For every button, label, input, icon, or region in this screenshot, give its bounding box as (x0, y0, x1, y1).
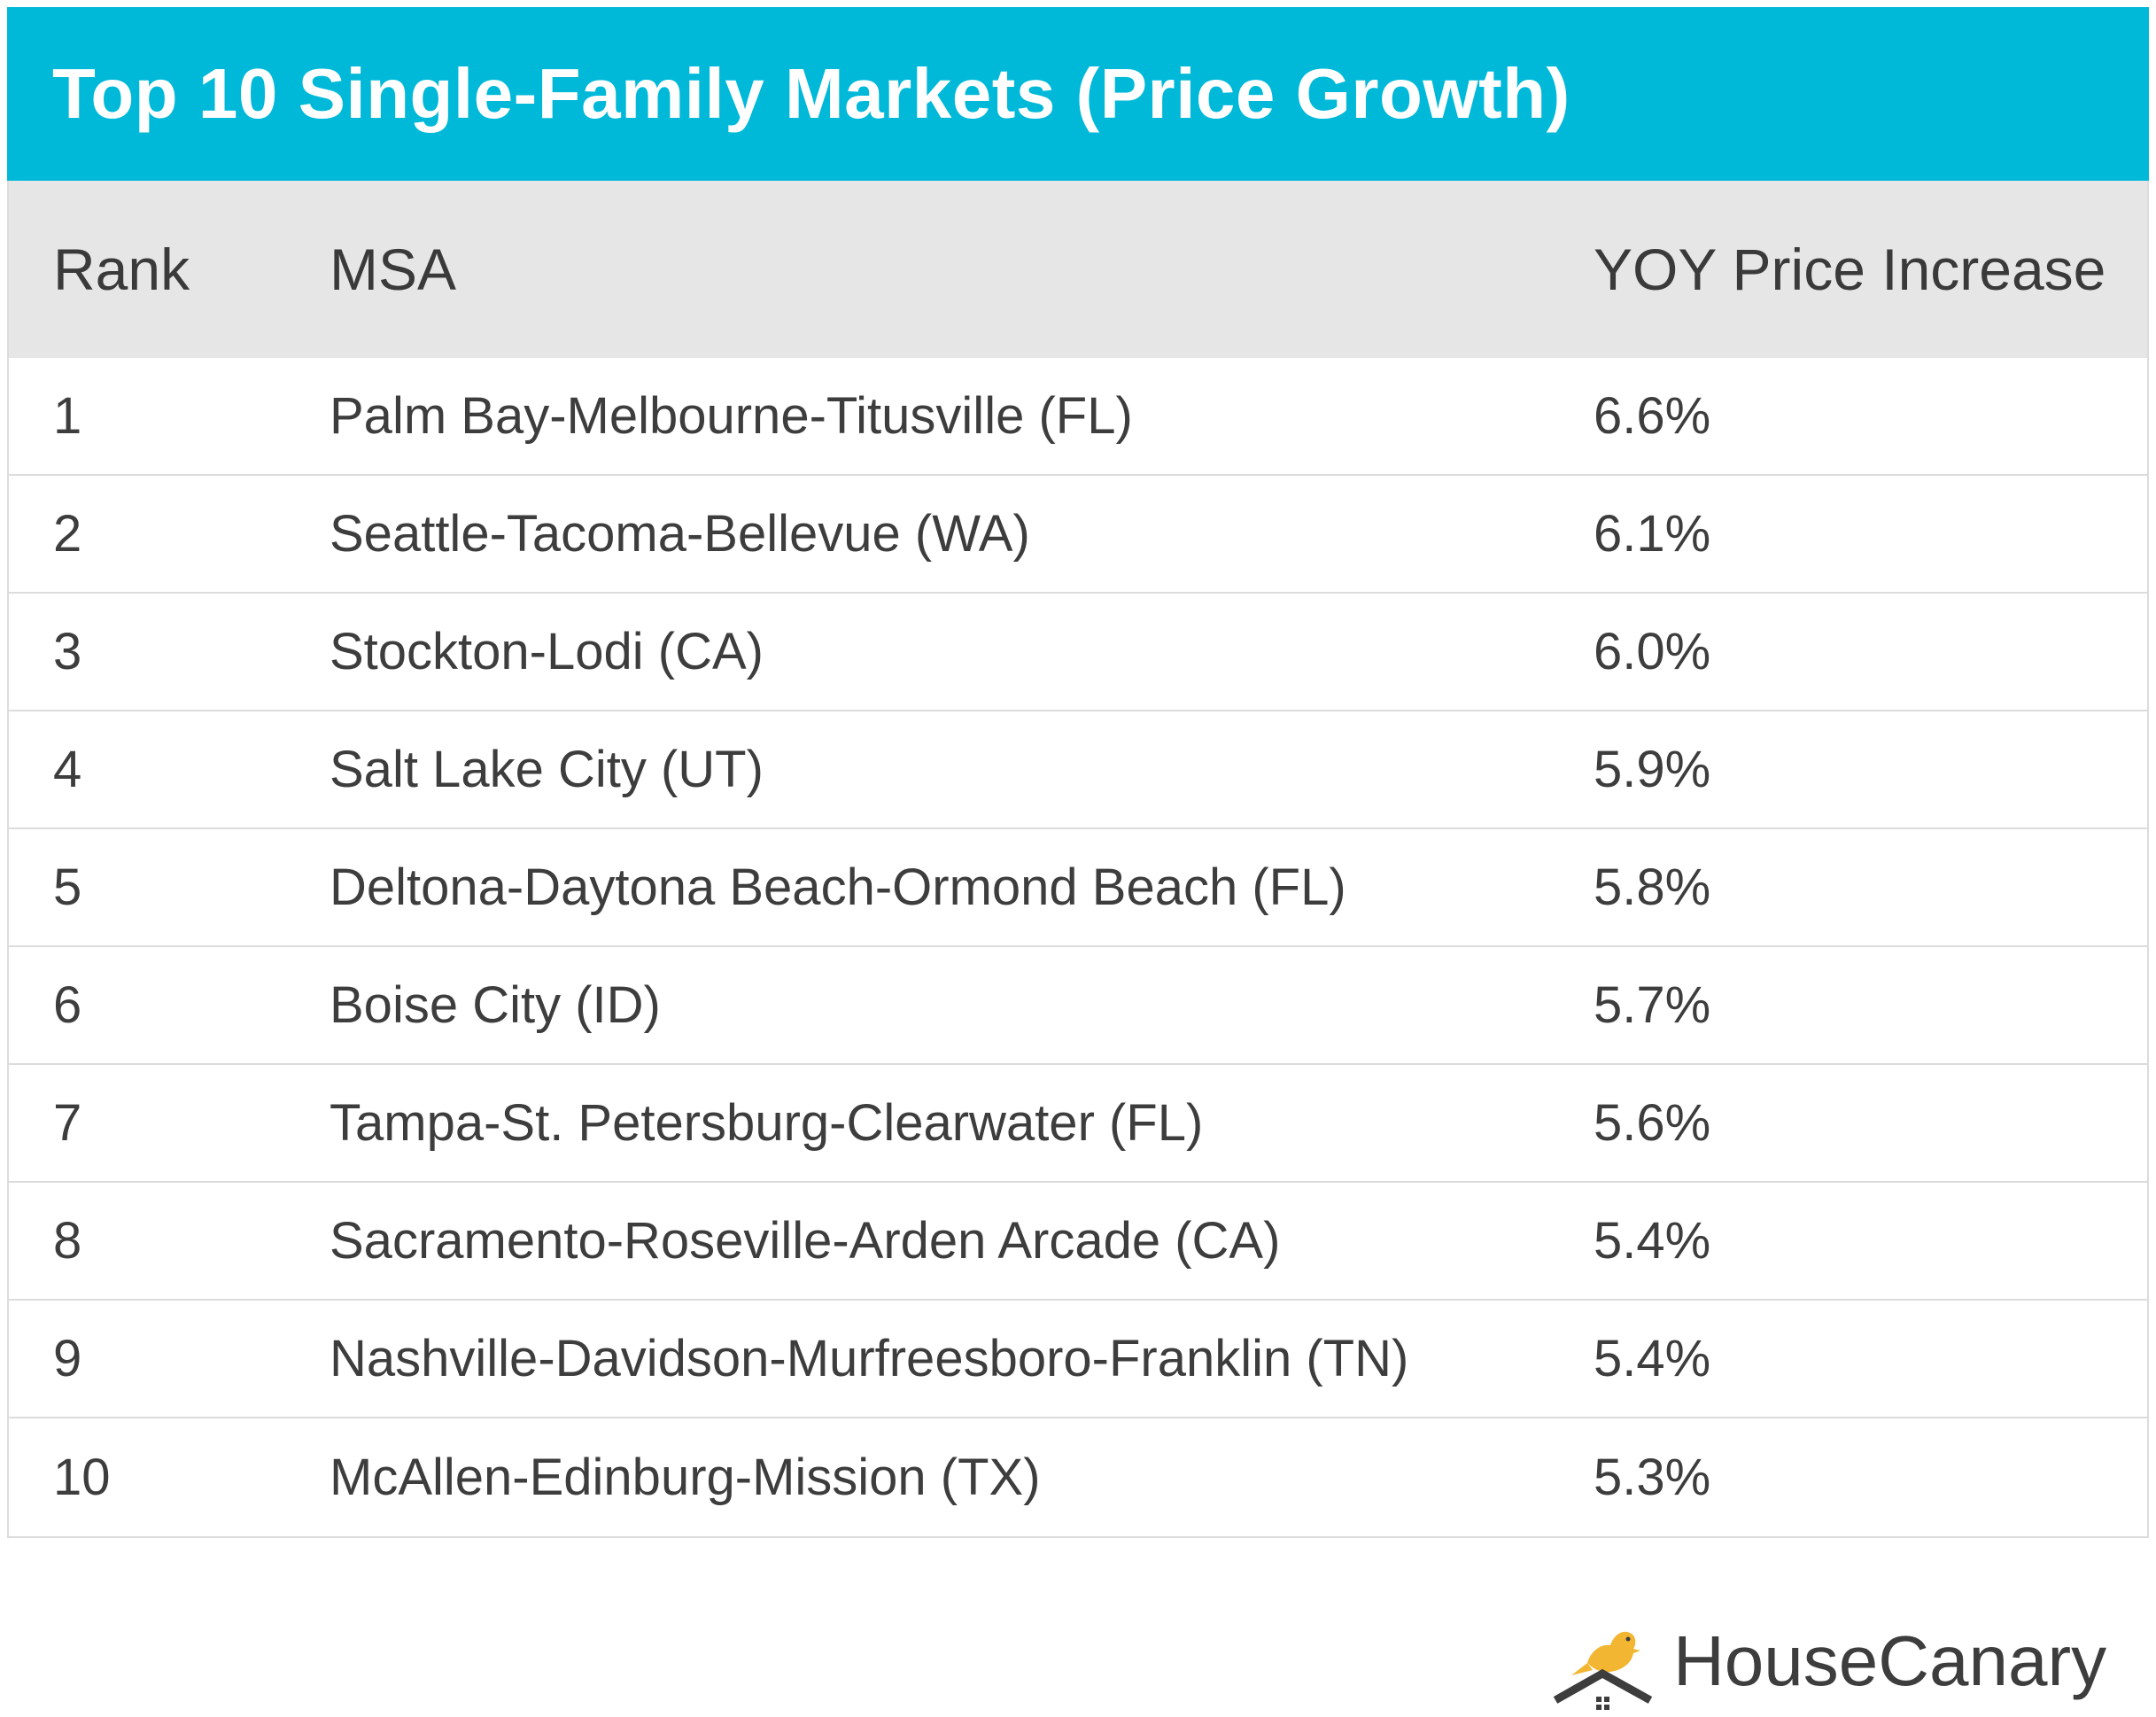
rank-cell: 10 (53, 1449, 111, 1506)
msa-cell: Salt Lake City (UT) (330, 741, 764, 798)
rank-cell: 8 (53, 1212, 82, 1270)
rank-cell: 7 (53, 1094, 82, 1152)
title-bar: Top 10 Single-Family Markets (Price Grow… (7, 7, 2149, 181)
rank-cell: 5 (53, 858, 82, 916)
canary-bird (1571, 1631, 1640, 1675)
data-table: Rank MSA YOY Price Increase 1 Palm Bay-Me… (7, 181, 2149, 1538)
yoy-value-cell: 6.0% (1594, 623, 1711, 680)
housecanary-logo: HouseCanary (1552, 1608, 2154, 1714)
table-row: 10 McAllen-Edinburg-Mission (TX) 5.3% (9, 1418, 2147, 1536)
house-roof (1553, 1668, 1653, 1704)
canary-house-icon (1553, 1631, 1653, 1710)
header-rank: Rank (53, 237, 190, 302)
yoy-value-cell: 5.8% (1594, 858, 1711, 916)
msa-cell: Tampa-St. Petersburg-Clearwater (FL) (330, 1094, 1204, 1152)
yoy-value-cell: 5.4% (1594, 1330, 1711, 1387)
rank-cell: 4 (53, 741, 82, 798)
yoy-value-cell: 5.6% (1594, 1094, 1711, 1152)
msa-cell: Boise City (ID) (330, 976, 661, 1034)
rank-cell: 6 (53, 976, 82, 1034)
table-title: Top 10 Single-Family Markets (Price Grow… (52, 54, 1570, 133)
header-yoy: YOY Price Increase (1594, 237, 2106, 302)
msa-cell: Sacramento-Roseville-Arden Arcade (CA) (330, 1212, 1281, 1270)
yoy-value-cell: 5.7% (1594, 976, 1711, 1034)
msa-cell: Stockton-Lodi (CA) (330, 623, 764, 680)
header-msa: MSA (330, 237, 457, 302)
rank-cell: 9 (53, 1330, 82, 1387)
table-row: 1 Palm Bay-Melbourne-Titusville (FL) 6.6% (9, 358, 2147, 476)
table-row: 8 Sacramento-Roseville-Arden Arcade (CA) 5… (9, 1183, 2147, 1301)
msa-cell: Seattle-Tacoma-Bellevue (WA) (330, 505, 1030, 563)
table-row: 6 Boise City (ID) 5.7% (9, 947, 2147, 1065)
msa-cell: Palm Bay-Melbourne-Titusville (FL) (330, 387, 1133, 445)
msa-cell: Nashville-Davidson-Murfreesboro-Franklin… (330, 1330, 1409, 1387)
table-row: 2 Seattle-Tacoma-Bellevue (WA) 6.1% (9, 476, 2147, 594)
table-body: 1 Palm Bay-Melbourne-Titusville (FL) 6.6% 2… (9, 358, 2147, 1536)
logo-text: HouseCanary (1673, 1621, 2107, 1700)
rank-cell: 2 (53, 505, 82, 563)
yoy-value-cell: 5.4% (1594, 1212, 1711, 1270)
table-row: 5 Deltona-Daytona Beach-Ormond Beach (FL)… (9, 829, 2147, 947)
table-row: 3 Stockton-Lodi (CA) 6.0% (9, 594, 2147, 711)
msa-cell: Deltona-Daytona Beach-Ormond Beach (FL) (330, 858, 1346, 916)
yoy-value-cell: 6.6% (1594, 387, 1711, 445)
table-row: 7 Tampa-St. Petersburg-Clearwater (FL) 5.6… (9, 1065, 2147, 1183)
yoy-value-cell: 6.1% (1594, 505, 1711, 563)
table-card: Top 10 Single-Family Markets (Price Grow… (7, 7, 2149, 1538)
table-row: 4 Salt Lake City (UT) 5.9% (9, 711, 2147, 829)
rank-cell: 1 (53, 387, 82, 445)
yoy-value-cell: 5.9% (1594, 741, 1711, 798)
yoy-value-cell: 5.3% (1594, 1449, 1711, 1506)
table-header: Rank MSA YOY Price Increase (9, 181, 2147, 358)
rank-cell: 3 (53, 623, 82, 680)
msa-cell: McAllen-Edinburg-Mission (TX) (330, 1449, 1041, 1506)
table-row: 9 Nashville-Davidson-Murfreesboro-Frankli… (9, 1301, 2147, 1418)
